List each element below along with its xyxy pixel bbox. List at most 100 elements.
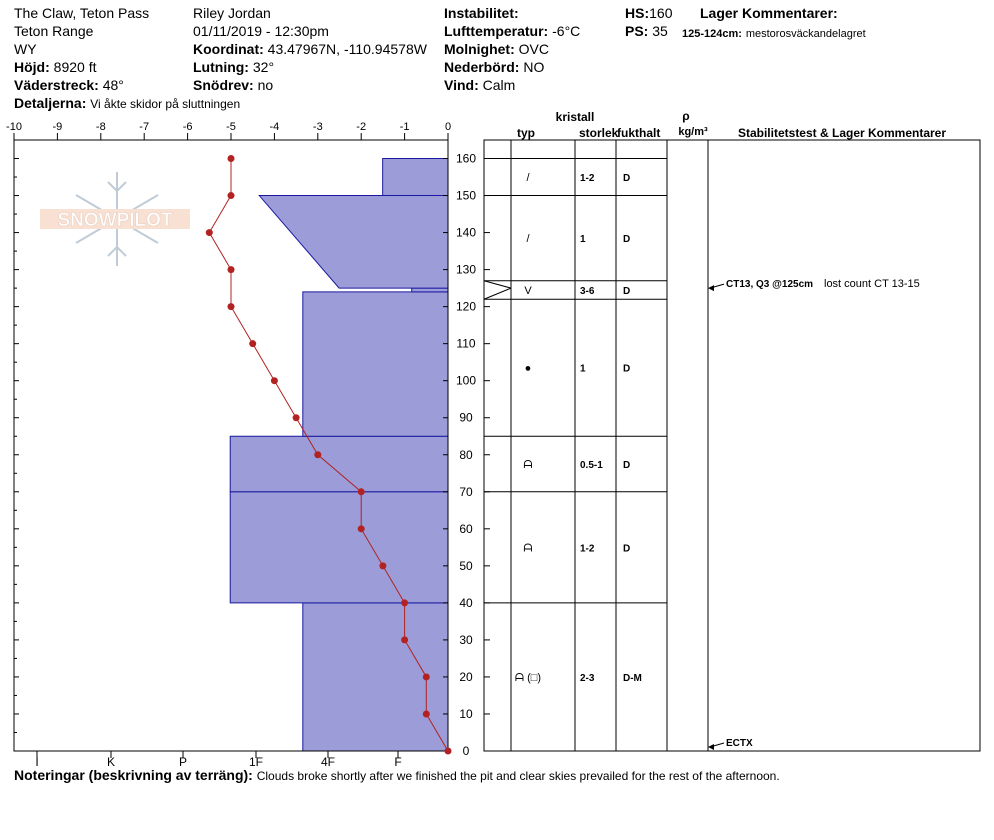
layer-moisture: D xyxy=(623,364,630,375)
ps-value: 35 xyxy=(652,23,668,39)
slope-label: Lutning: xyxy=(193,59,249,75)
temperature-point xyxy=(270,377,278,385)
logo-text: SNOWPILOT xyxy=(57,210,172,231)
temp-tick-label: -9 xyxy=(53,121,63,133)
height-tick-label: 20 xyxy=(459,670,473,684)
height-tick-label: 80 xyxy=(459,448,473,462)
layer-grain-size: 1 xyxy=(580,234,586,245)
layer-grain-type: V xyxy=(524,285,532,297)
wind-row: Vind: Calm xyxy=(444,77,515,93)
details-row: Detaljerna: Vi åkte skidor på sluttninge… xyxy=(14,95,240,112)
temperature-point xyxy=(314,451,322,459)
details-label: Detaljerna: xyxy=(14,95,87,111)
layer-grain-size: 0.5-1 xyxy=(580,460,603,471)
height-axis: 0 10 20 30 40 50 60 70 80 90 100 110 120 130 140 150 160 xyxy=(14,152,490,758)
temperature-point xyxy=(249,340,257,348)
temp-tick-label: -2 xyxy=(356,121,366,133)
header-moisture: fukthalt xyxy=(617,126,660,140)
table-frame xyxy=(483,139,981,752)
layer-grain-size: 1 xyxy=(580,364,586,375)
details-value: Vi åkte skidor på sluttningen xyxy=(90,97,241,111)
hs-row: HS:160 xyxy=(625,5,672,21)
header-stability: Stabilitetstest & Lager Kommentarer xyxy=(738,126,946,140)
range-name: Teton Range xyxy=(14,23,94,39)
elevation-value: 8920 ft xyxy=(53,59,97,75)
sky-value: OVC xyxy=(518,41,549,57)
hardness-axis: I K P 1F 4F F xyxy=(35,751,402,769)
layer-grain-size: 2-3 xyxy=(580,673,595,684)
airtemp-value: -6°C xyxy=(552,23,581,39)
stability-tests: CT13, Q3 @125cm lost count CT 13-15 ECTX xyxy=(708,278,920,750)
temperature-point xyxy=(292,414,300,422)
hs-label: HS: xyxy=(625,5,650,21)
layer-grain-type: ᗩ (□) xyxy=(515,672,541,684)
drift-row: Snödrev: no xyxy=(193,77,273,93)
temperature-point xyxy=(227,303,235,311)
coordinate-label: Koordinat: xyxy=(193,41,264,57)
height-tick-label: 10 xyxy=(459,707,473,721)
hardness-tick-label: K xyxy=(107,755,115,769)
height-tick-label: 140 xyxy=(456,226,476,240)
temperature-point xyxy=(379,562,387,570)
hardness-layer xyxy=(258,195,449,289)
aspect-value: 48° xyxy=(102,77,124,93)
ps-row: PS: 35 xyxy=(625,23,668,39)
height-tick-label: 90 xyxy=(459,411,473,425)
height-tick-label: 160 xyxy=(456,152,476,166)
temperature-point xyxy=(422,710,430,718)
temperature-point xyxy=(227,155,235,163)
layer-grain-type: ● xyxy=(525,363,532,375)
observation-datetime: 01/11/2019 - 12:30pm xyxy=(193,23,329,39)
height-tick-label: 70 xyxy=(459,485,473,499)
header-type: typ xyxy=(517,126,535,140)
drift-value: no xyxy=(257,77,274,93)
temperature-point xyxy=(227,192,235,200)
temperature-point xyxy=(357,525,365,533)
temperature-point xyxy=(401,636,409,644)
temperature-point xyxy=(401,599,409,607)
hardness-tick-label: 4F xyxy=(321,755,335,769)
temp-tick-label: -1 xyxy=(400,121,410,133)
height-tick-label: 40 xyxy=(459,596,473,610)
hardness-tick-label: F xyxy=(394,755,401,769)
aspect-label: Väderstreck: xyxy=(14,77,99,93)
temp-tick-label: -5 xyxy=(226,121,236,133)
precip-row: Nederbörd: NO xyxy=(444,59,544,75)
height-tick-label: 110 xyxy=(456,337,475,351)
layer-connector xyxy=(483,287,512,300)
notes-text: Clouds broke shortly after we finished t… xyxy=(256,769,780,783)
layer-comments-label: Lager Kommentarer: xyxy=(700,5,838,21)
hardness-layer xyxy=(229,435,449,493)
layer-moisture: D-M xyxy=(623,673,642,684)
header-size: storlek xyxy=(579,126,619,140)
height-tick-label: 0 xyxy=(463,744,470,758)
temperature-point xyxy=(227,266,235,274)
sky-row: Molnighet: OVC xyxy=(444,41,549,57)
drift-label: Snödrev: xyxy=(193,77,254,93)
height-tick-label: 50 xyxy=(459,559,473,573)
layer-moisture: D xyxy=(623,173,630,184)
temp-tick-label: -3 xyxy=(313,121,323,133)
sky-label: Molnighet: xyxy=(444,41,515,57)
layer-moisture: D xyxy=(623,460,630,471)
wind-value: Calm xyxy=(482,77,516,93)
height-tick-label: 120 xyxy=(456,300,476,314)
test-pointer-head xyxy=(708,285,714,292)
temp-tick-label: -7 xyxy=(139,121,149,133)
wind-label: Vind: xyxy=(444,77,479,93)
coordinate-value: 43.47967N, -110.94578W xyxy=(267,41,427,57)
test-label: ECTX xyxy=(726,738,753,749)
hardness-tick-label: 1F xyxy=(249,755,263,769)
airtemp-row: Lufttemperatur: -6°C xyxy=(444,23,580,39)
temp-tick-label: 0 xyxy=(445,121,451,133)
slope-value: 32° xyxy=(252,59,275,75)
height-tick-label: 130 xyxy=(456,263,476,277)
layer-grain-size: 3-6 xyxy=(580,286,595,297)
layer-table: ᗩ (□) 2-3 D-Mᗩ 1-2 Dᗩ 0.5-1 D● 1 DV 3-6 D/1 D/1-2 D … xyxy=(483,139,981,752)
hardness-layer xyxy=(411,287,449,293)
table-rows: ᗩ (□) 2-3 D-M ᗩ 1-2 D ᗩ 0.5-1 D ● 1 D V 3-6 D / 1 D / 1-2 D xyxy=(483,158,667,684)
height-tick-label: 30 xyxy=(459,633,473,647)
layer-grain-type: ᗩ xyxy=(523,459,532,471)
hardness-layer xyxy=(382,158,449,197)
logo-banner xyxy=(40,209,190,229)
